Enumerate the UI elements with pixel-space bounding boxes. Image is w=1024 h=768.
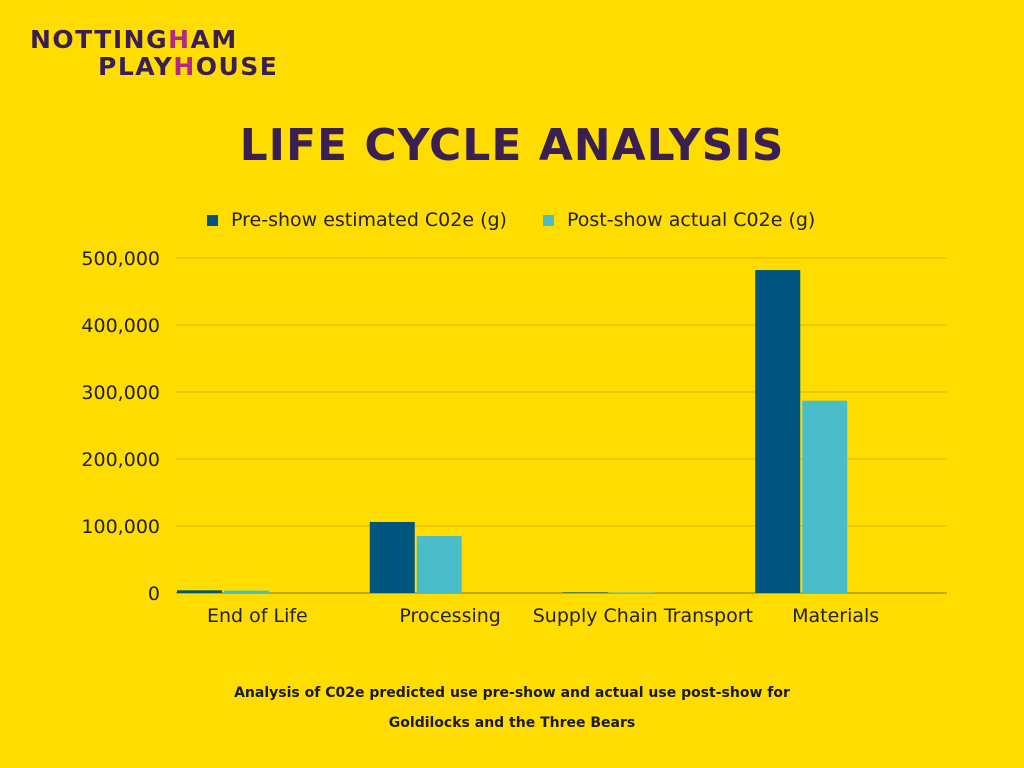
logo-text: NOTTING bbox=[30, 25, 169, 54]
y-tick-label: 500,000 bbox=[81, 248, 160, 270]
logo-text: AM bbox=[190, 25, 238, 54]
x-tick-label: Supply Chain Transport bbox=[533, 605, 753, 627]
y-tick-label: 300,000 bbox=[81, 382, 160, 404]
bar-pre bbox=[177, 590, 222, 593]
caption-line-2: Goldilocks and the Three Bears bbox=[388, 715, 636, 731]
bar-post bbox=[224, 590, 269, 593]
legend-label-pre: Pre-show estimated C02e (g) bbox=[231, 209, 507, 231]
caption-line-1: Analysis of C02e predicted use pre-show … bbox=[234, 685, 790, 701]
chart-caption: Analysis of C02e predicted use pre-show … bbox=[0, 678, 1024, 738]
y-tick-label: 0 bbox=[148, 583, 160, 605]
logo-accent-letter: H bbox=[168, 25, 191, 54]
legend-label-post: Post-show actual C02e (g) bbox=[566, 209, 816, 231]
legend-swatch-post bbox=[542, 214, 554, 226]
bar-post bbox=[416, 536, 462, 593]
nottingham-playhouse-logo: NOTTINGHAM PLAYHOUSE bbox=[30, 26, 278, 80]
logo-text: OUSE bbox=[195, 52, 279, 81]
legend-swatch-pre bbox=[207, 214, 218, 226]
x-tick-label: Processing bbox=[399, 605, 500, 627]
y-tick-label: 200,000 bbox=[81, 449, 160, 471]
logo-line-1: NOTTINGHAM bbox=[30, 26, 278, 53]
bar-pre bbox=[369, 521, 415, 593]
chart-legend: Pre-show estimated C02e (g) Post-show ac… bbox=[207, 209, 851, 231]
chart-title: LIFE CYCLE ANALYSIS bbox=[239, 120, 785, 171]
bar-post bbox=[609, 592, 655, 593]
legend-item-post: Post-show actual C02e (g) bbox=[542, 209, 816, 231]
x-tick-label: Materials bbox=[792, 605, 879, 627]
logo-text: PLAY bbox=[98, 52, 174, 81]
x-tick-label: End of Life bbox=[207, 605, 308, 627]
y-tick-label: 100,000 bbox=[81, 516, 160, 538]
bar-post bbox=[802, 400, 848, 593]
y-tick-label: 400,000 bbox=[81, 315, 160, 337]
bar-pre bbox=[755, 270, 801, 593]
logo-line-2: PLAYHOUSE bbox=[30, 53, 278, 80]
legend-item-pre: Pre-show estimated C02e (g) bbox=[207, 209, 507, 231]
logo-accent-letter: H bbox=[173, 52, 196, 81]
bar-pre bbox=[562, 592, 608, 593]
